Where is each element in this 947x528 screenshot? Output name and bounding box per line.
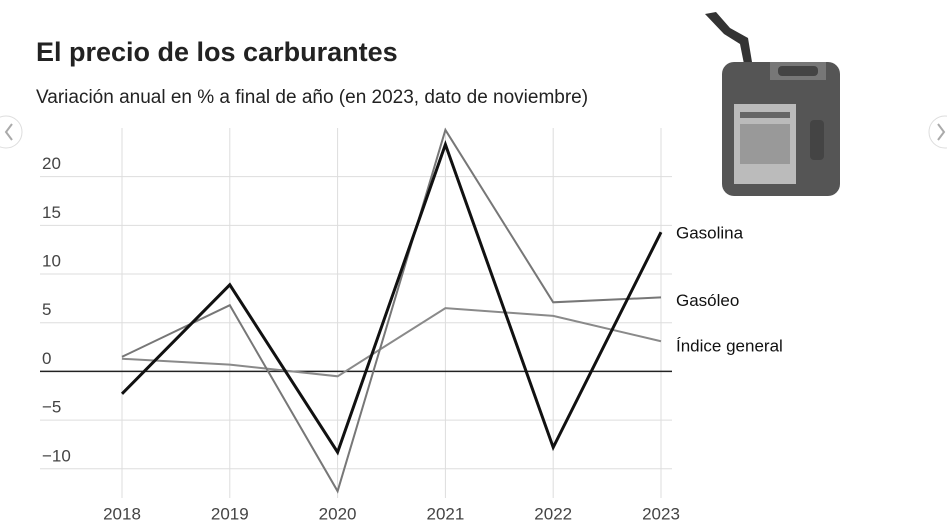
y-tick-label: −10	[42, 446, 71, 465]
y-tick-label: 20	[42, 154, 61, 173]
carousel-next[interactable]	[928, 115, 947, 149]
series-label: Gasolina	[676, 224, 744, 243]
series-label: Índice general	[676, 337, 783, 356]
y-tick-label: 15	[42, 203, 61, 222]
series-line	[121, 127, 662, 494]
x-tick-label: 2021	[426, 504, 464, 523]
y-tick-label: −5	[42, 398, 61, 417]
series-line	[121, 307, 662, 378]
series-label: Gasóleo	[676, 291, 739, 310]
x-tick-label: 2023	[642, 504, 680, 523]
y-tick-label: 5	[42, 300, 51, 319]
carousel-prev[interactable]	[0, 115, 23, 149]
series-line	[120, 140, 663, 456]
x-tick-label: 2020	[319, 504, 357, 523]
x-tick-label: 2022	[534, 504, 572, 523]
x-tick-label: 2018	[103, 504, 141, 523]
grid	[40, 128, 672, 498]
chart-subtitle: Variación anual en % a final de año (en …	[36, 87, 588, 108]
chart-title: El precio de los carburantes	[36, 37, 398, 67]
jerrycan-illustration	[705, 12, 840, 196]
y-tick-label: 0	[42, 349, 51, 368]
x-tick-label: 2019	[211, 504, 249, 523]
y-tick-label: 10	[42, 252, 61, 271]
